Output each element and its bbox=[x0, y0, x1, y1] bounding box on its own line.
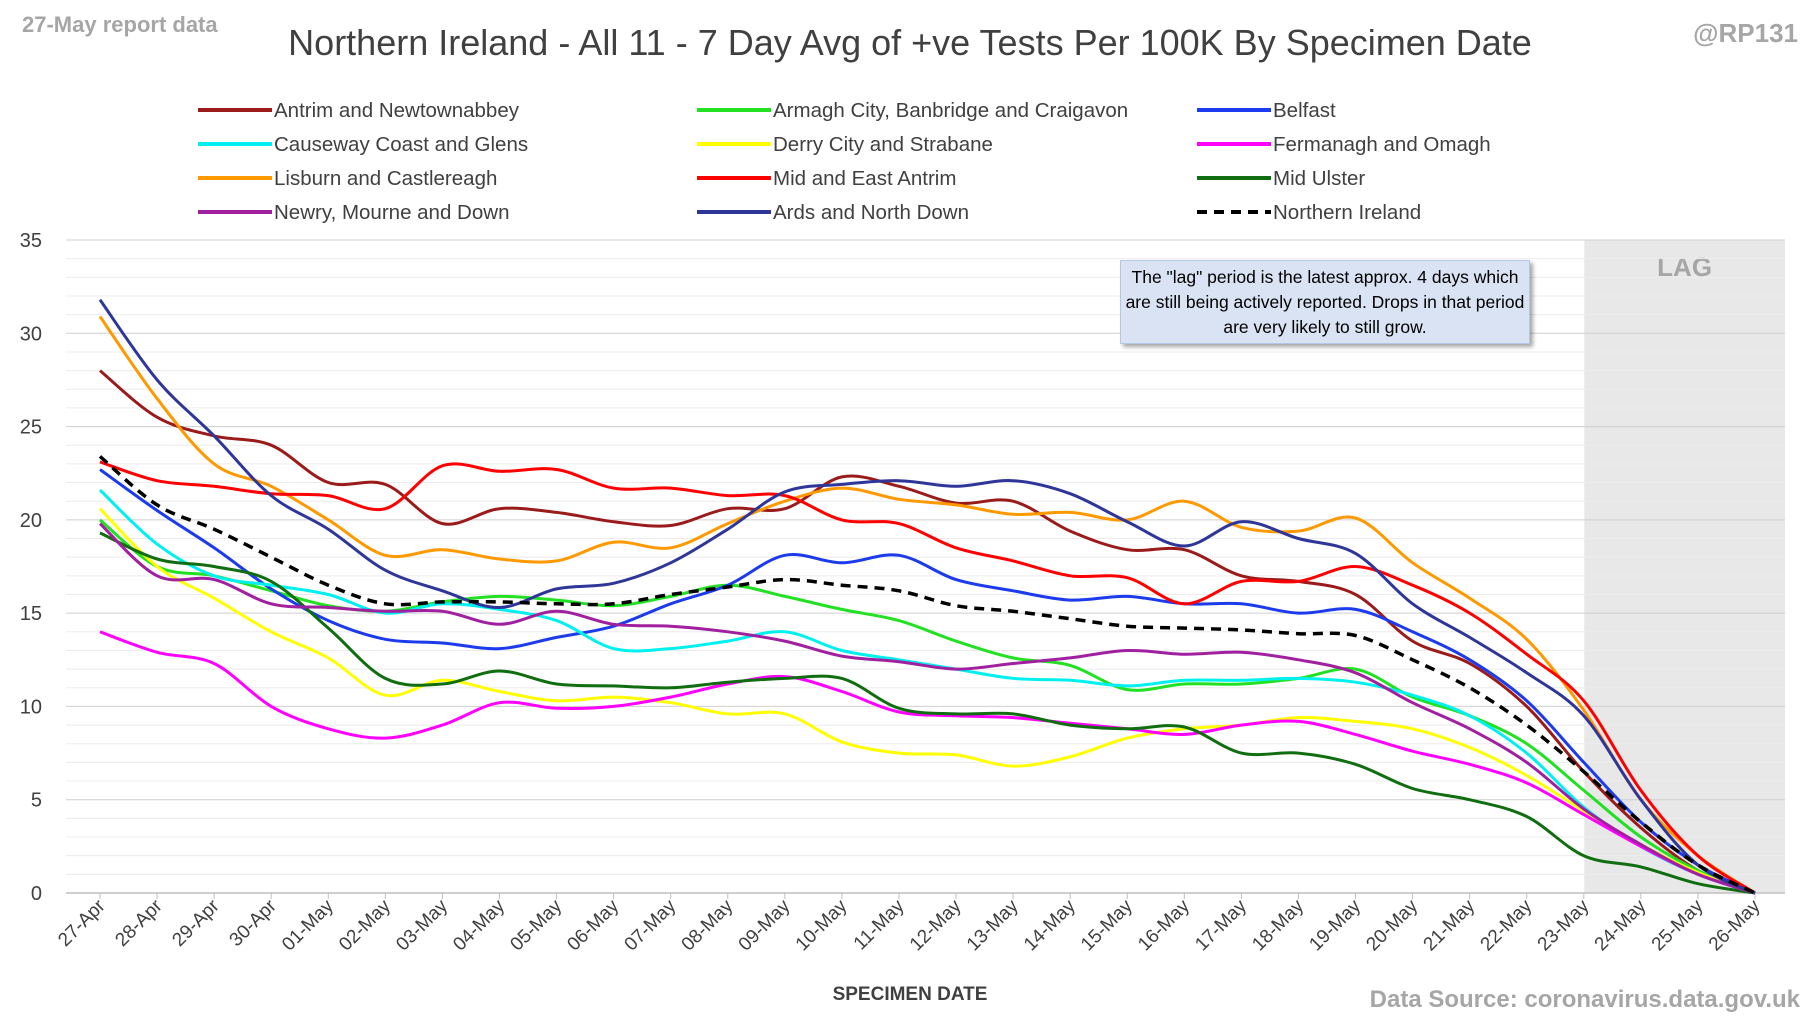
legend-label: Fermanagh and Omagh bbox=[1273, 133, 1491, 156]
x-tick-label: 18-May bbox=[1248, 895, 1308, 955]
x-tick-label: 20-May bbox=[1362, 895, 1422, 955]
x-tick-label: 01-May bbox=[278, 895, 338, 955]
x-tick-label: 22-May bbox=[1477, 895, 1537, 955]
x-tick-label: 17-May bbox=[1191, 895, 1251, 955]
report-date-label: 27-May report data bbox=[22, 12, 218, 37]
x-tick-label: 13-May bbox=[963, 895, 1023, 955]
series-line-mid-and-east-antrim bbox=[99, 460, 1756, 895]
series-line-mid-ulster bbox=[99, 531, 1756, 895]
x-tick-label: 02-May bbox=[335, 895, 395, 955]
legend-label: Northern Ireland bbox=[1273, 201, 1421, 224]
x-tick-label: 16-May bbox=[1134, 895, 1194, 955]
legend-label: Belfast bbox=[1273, 99, 1336, 122]
x-tick-label: 12-May bbox=[906, 895, 966, 955]
chart-title: Northern Ireland - All 11 - 7 Day Avg of… bbox=[288, 22, 1532, 63]
x-tick-label: 06-May bbox=[564, 895, 624, 955]
x-tick-label: 14-May bbox=[1020, 895, 1080, 955]
x-tick-label: 30-Apr bbox=[226, 895, 282, 951]
y-tick-label: 20 bbox=[20, 510, 42, 532]
x-tick-label: 26-May bbox=[1705, 895, 1765, 955]
x-axis-title: SPECIMEN DATE bbox=[832, 984, 988, 1005]
lag-note: The "lag" period is the latest approx. 4… bbox=[1120, 260, 1530, 344]
x-tick-label: 03-May bbox=[392, 895, 452, 955]
series-line-northern-ireland bbox=[98, 455, 1756, 895]
x-tick-label: 05-May bbox=[506, 895, 566, 955]
legend-label: Mid Ulster bbox=[1273, 167, 1365, 190]
series-line-derry-city-and-strabane bbox=[98, 507, 1756, 895]
x-tick-label: 25-May bbox=[1648, 895, 1708, 955]
series-line-belfast bbox=[99, 468, 1756, 895]
y-tick-label: 30 bbox=[20, 323, 42, 345]
y-tick-label: 0 bbox=[31, 883, 42, 905]
x-tick-label: 29-Apr bbox=[168, 895, 224, 951]
y-tick-label: 25 bbox=[20, 417, 42, 439]
y-tick-label: 5 bbox=[31, 790, 42, 812]
y-tick-label: 10 bbox=[20, 696, 42, 718]
x-tick-label: 21-May bbox=[1420, 895, 1480, 955]
x-tick-label: 11-May bbox=[850, 895, 909, 954]
legend-label: Causeway Coast and Glens bbox=[274, 133, 528, 156]
x-tick-label: 24-May bbox=[1591, 895, 1651, 955]
series-line-newry-mourne-and-down bbox=[98, 522, 1756, 895]
series-line-lisburn-and-castlereagh bbox=[98, 315, 1756, 895]
x-tick-label: 28-Apr bbox=[111, 895, 167, 951]
x-tick-label: 09-May bbox=[735, 895, 795, 955]
x-tick-label: 07-May bbox=[621, 895, 681, 955]
x-tick-label: 10-May bbox=[792, 895, 852, 955]
legend-label: Armagh City, Banbridge and Craigavon bbox=[773, 99, 1128, 122]
x-tick-label: 08-May bbox=[678, 895, 738, 955]
author-handle: @RP131 bbox=[1693, 18, 1798, 48]
x-tick-label: 19-May bbox=[1305, 895, 1365, 955]
series-line-ards-and-north-down bbox=[98, 298, 1756, 895]
series-line-antrim-and-newtownabbey bbox=[99, 369, 1756, 895]
x-tick-label: 27-Apr bbox=[54, 895, 110, 951]
legend-label: Ards and North Down bbox=[773, 201, 969, 224]
data-source: Data Source: coronavirus.data.gov.uk bbox=[1369, 986, 1800, 1013]
legend-label: Derry City and Strabane bbox=[773, 133, 993, 156]
legend-label: Antrim and Newtownabbey bbox=[274, 99, 520, 122]
x-tick-label: 04-May bbox=[449, 895, 509, 955]
x-tick-label: 23-May bbox=[1534, 895, 1594, 955]
legend-label: Mid and East Antrim bbox=[773, 167, 956, 190]
series-line-fermanagh-and-omagh bbox=[99, 630, 1756, 895]
y-tick-label: 15 bbox=[20, 603, 42, 625]
x-tick-label: 15-May bbox=[1077, 895, 1137, 955]
y-tick-label: 35 bbox=[20, 230, 42, 252]
legend-label: Newry, Mourne and Down bbox=[274, 201, 509, 224]
legend-label: Lisburn and Castlereagh bbox=[274, 167, 497, 190]
lag-region bbox=[1584, 240, 1785, 893]
series-line-causeway-coast-and-glens bbox=[98, 488, 1756, 895]
